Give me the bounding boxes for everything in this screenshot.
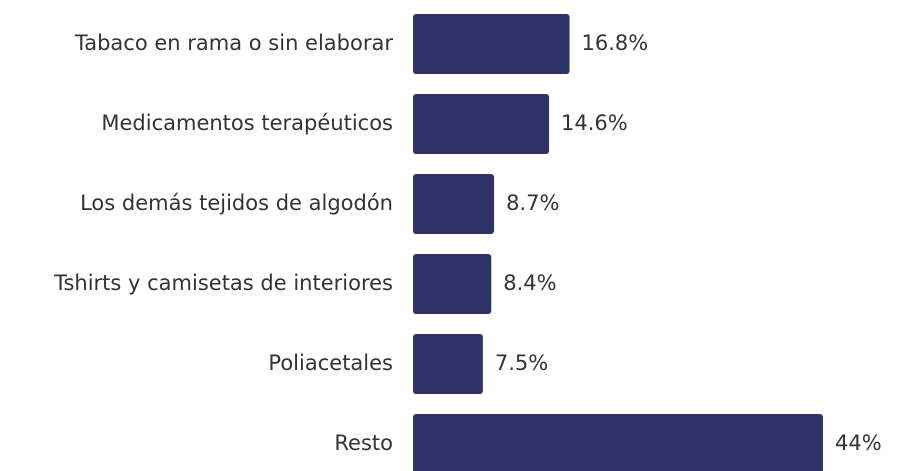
bar <box>413 254 492 314</box>
value-label: 8.7% <box>506 191 559 215</box>
value-label: 16.8% <box>582 31 649 55</box>
value-label: 14.6% <box>561 111 628 135</box>
value-label: 44% <box>835 431 882 455</box>
bar <box>413 94 550 154</box>
category-label: Medicamentos terapéuticos <box>101 111 393 135</box>
bar <box>413 174 495 234</box>
bar <box>413 14 570 74</box>
category-label: Resto <box>334 431 393 455</box>
category-label: Poliacetales <box>268 351 393 375</box>
value-label: 8.4% <box>503 271 556 295</box>
category-label: Los demás tejidos de algodón <box>80 191 393 215</box>
category-label: Tabaco en rama o sin elaborar <box>74 31 393 55</box>
bar <box>413 334 483 394</box>
bar <box>413 414 823 471</box>
category-label: Tshirts y camisetas de interiores <box>53 271 393 295</box>
value-label: 7.5% <box>495 351 548 375</box>
